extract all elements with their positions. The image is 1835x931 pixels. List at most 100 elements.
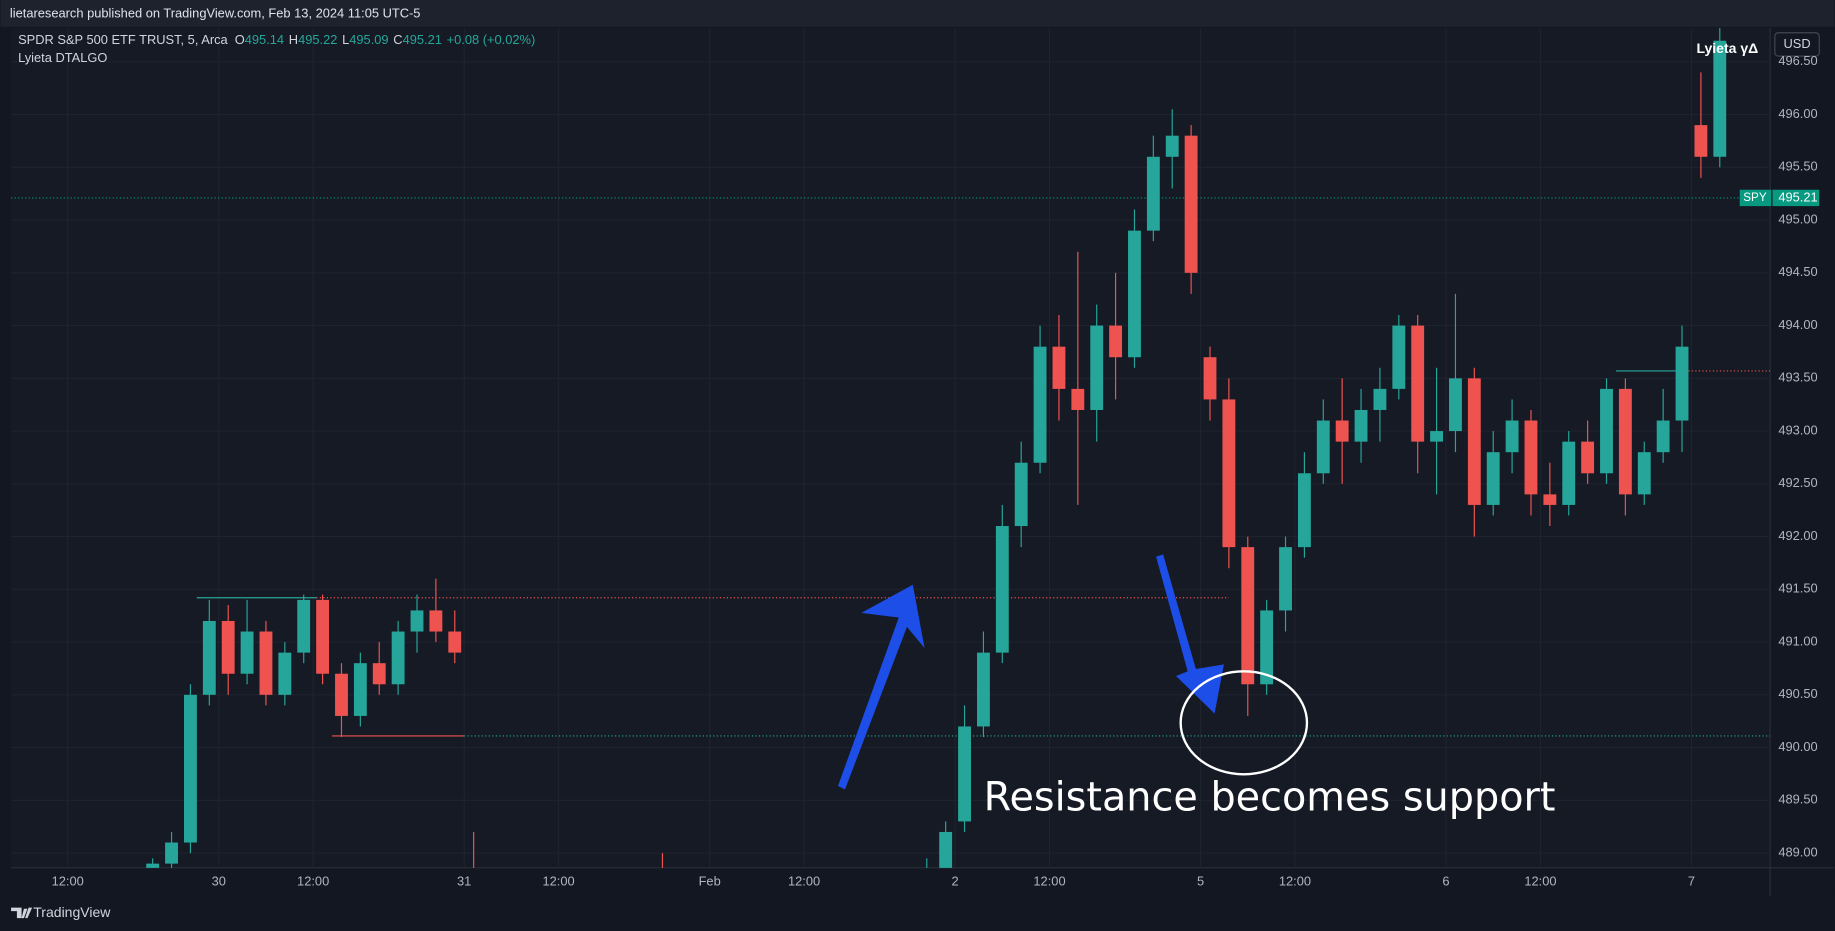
candle-body: [1600, 388, 1613, 474]
candle-body: [1486, 452, 1500, 505]
x-tick-label: 12:00: [788, 873, 820, 888]
highlight-circle: [1179, 670, 1309, 776]
legend-line: SPDR S&P 500 ETF TRUST, 5, Arca O495.14 H4…: [18, 32, 535, 47]
candle-body: [1581, 441, 1595, 474]
indicator-name: Lyieta DTALGO: [18, 50, 107, 65]
candle-body: [1430, 431, 1444, 442]
candle-body: [297, 599, 311, 653]
ohlc-label: O: [235, 32, 245, 47]
candle-body: [1146, 156, 1160, 231]
ohlc-label: L: [342, 32, 349, 47]
candle-body: [1713, 40, 1727, 157]
y-tick-label: 492.00: [1778, 528, 1817, 543]
candle-body: [1335, 420, 1349, 442]
y-tick-label: 496.00: [1778, 106, 1817, 121]
price-tag: [1772, 189, 1820, 207]
candle-body: [1449, 378, 1462, 432]
x-tick-label: 12:00: [297, 873, 329, 888]
candle-body: [1052, 346, 1066, 389]
y-tick-label: 494.00: [1778, 317, 1817, 332]
candle-body: [1184, 135, 1198, 273]
indicator-label: Lyieta γΔ: [1696, 40, 1758, 56]
candle-body: [353, 663, 367, 716]
candle-body: [1505, 420, 1519, 453]
y-tick-label: 490.00: [1778, 739, 1817, 754]
candle-body: [1316, 420, 1330, 474]
legend-symbol: SPDR S&P 500 ETF TRUST, 5, Arca: [18, 32, 228, 47]
candle-body: [1618, 388, 1632, 495]
y-tick-label: 489.50: [1778, 792, 1817, 807]
candle-body: [259, 631, 273, 695]
candle-body: [165, 842, 178, 864]
y-tick-label: 491.50: [1778, 581, 1817, 596]
candle-body: [1411, 325, 1425, 442]
candle-body: [1297, 473, 1311, 548]
y-tick-label: 492.50: [1778, 475, 1817, 490]
candle-body: [335, 673, 348, 716]
ohlc-value: 495.09: [349, 32, 388, 47]
candle-body: [1128, 230, 1141, 358]
candle-body: [1071, 388, 1085, 410]
y-tick-label: 489.00: [1778, 844, 1817, 859]
x-tick-label: 30: [212, 873, 226, 888]
y-tick-label: 495.50: [1778, 159, 1817, 174]
symbol-tag-label: SPY: [1743, 191, 1767, 204]
candle-body: [1279, 547, 1292, 611]
footer-bar: [0, 895, 1835, 931]
ohlc-label: H: [289, 32, 298, 47]
candle-body: [278, 652, 292, 695]
candle-body: [1524, 420, 1538, 495]
currency-button[interactable]: [1774, 32, 1820, 57]
candle-body: [976, 652, 990, 727]
candle-body: [183, 694, 197, 843]
x-tick-label: 12:00: [1033, 873, 1065, 888]
candle-body: [240, 631, 254, 674]
candle-body: [1260, 610, 1274, 685]
candle-body: [1033, 346, 1047, 463]
brand-name[interactable]: TradingView: [33, 904, 111, 920]
brand-logo: [11, 907, 33, 919]
candle-body: [958, 726, 971, 822]
x-tick-label: 2: [952, 873, 959, 888]
candle-body: [1392, 325, 1406, 389]
candle-body: [391, 631, 405, 685]
y-tick-label: 496.50: [1778, 53, 1817, 68]
y-tick-label: 493.50: [1778, 370, 1817, 385]
candle-body: [1373, 388, 1387, 410]
candle-body: [221, 620, 235, 674]
candle-body: [1637, 452, 1651, 495]
candle-body: [429, 610, 443, 632]
x-tick-label: Feb: [699, 873, 721, 888]
candle-body: [1656, 420, 1670, 453]
candle-body: [1694, 125, 1708, 157]
x-tick-label: 6: [1442, 873, 1449, 888]
currency-label[interactable]: USD: [1783, 36, 1810, 51]
ohlc-label: C: [393, 32, 402, 47]
symbol-tag: [1739, 189, 1772, 207]
candle-body: [995, 526, 1009, 653]
x-tick-label: 7: [1688, 873, 1695, 888]
ohlc-value: 495.22: [298, 32, 337, 47]
price-tag-label: 495.21: [1778, 189, 1817, 204]
x-tick-label: 12:00: [1524, 873, 1556, 888]
legend-change: +0.08 (+0.02%): [447, 32, 536, 47]
candle-body: [410, 610, 424, 632]
arrow-up: [837, 584, 925, 790]
candle-body: [448, 631, 462, 653]
candle-body: [1467, 378, 1481, 505]
candle-body: [146, 863, 160, 868]
candle-body: [316, 599, 330, 674]
header-bar: [0, 0, 1835, 27]
ohlc-value: 495.21: [403, 32, 442, 47]
candle-body: [1165, 135, 1179, 157]
y-tick-label: 491.00: [1778, 633, 1817, 648]
header-text: lietaresearch published on TradingView.c…: [10, 5, 421, 20]
x-tick-label: 12:00: [543, 873, 575, 888]
candle-body: [939, 831, 953, 868]
candle-body: [1203, 357, 1217, 400]
candle-body: [1562, 441, 1576, 505]
x-tick-label: 12:00: [1279, 873, 1311, 888]
candle-body: [202, 620, 216, 695]
